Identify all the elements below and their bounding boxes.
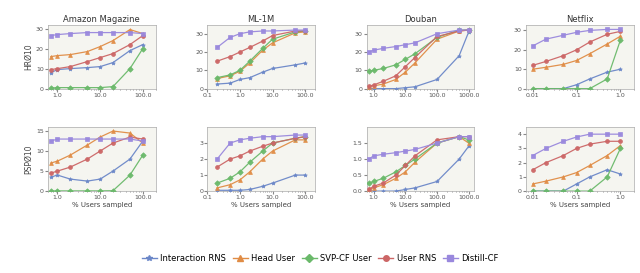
Title: Amazon Magazine: Amazon Magazine [63,15,140,24]
Title: ML-1M: ML-1M [248,15,275,24]
Y-axis label: HRØ10: HRØ10 [24,43,33,70]
X-axis label: % Users sampled: % Users sampled [550,202,610,208]
X-axis label: % Users sampled: % Users sampled [231,202,291,208]
X-axis label: % Users sampled: % Users sampled [390,202,451,208]
Title: Douban: Douban [404,15,437,24]
Title: Netflix: Netflix [566,15,593,24]
Y-axis label: PSPØ10: PSPØ10 [24,144,33,174]
X-axis label: % Users sampled: % Users sampled [72,202,132,208]
Legend: Interaction RNS, Head User, SVP-CF User, User RNS, Distill-CF: Interaction RNS, Head User, SVP-CF User,… [138,250,502,266]
